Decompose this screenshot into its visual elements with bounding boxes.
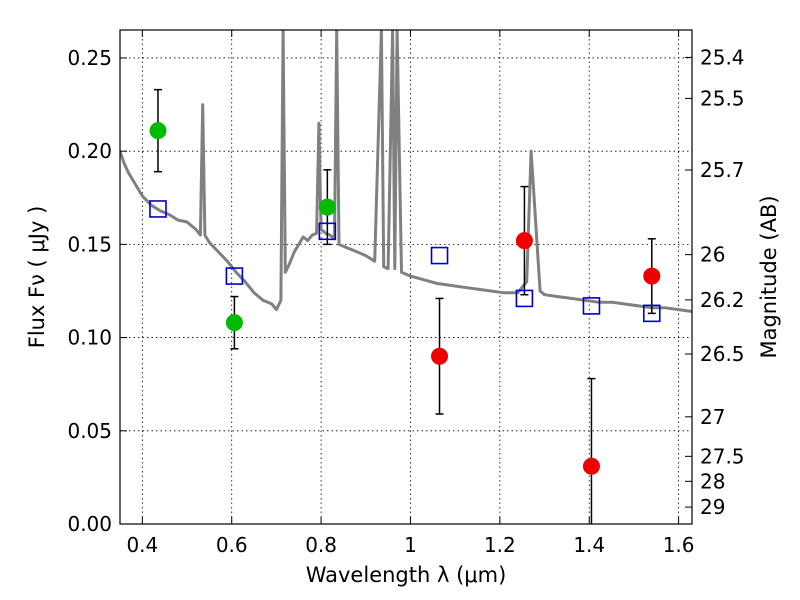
y2-tick-label: 26.5 bbox=[700, 342, 745, 366]
x-tick-label: 1.6 bbox=[663, 533, 695, 557]
model-point bbox=[318, 222, 337, 241]
y2-tick-label: 25.5 bbox=[700, 86, 745, 110]
x-tick-label: 1.2 bbox=[484, 533, 516, 557]
y-tick-label: 0.15 bbox=[67, 232, 112, 256]
y2-tick-label: 27 bbox=[700, 405, 725, 429]
plot-frame bbox=[119, 29, 693, 525]
y2-tick-label: 25.4 bbox=[700, 45, 745, 69]
x-tick-label: 1.4 bbox=[573, 533, 605, 557]
model-point bbox=[430, 246, 449, 265]
y-axis-label: Flux Fν ( μJy ) bbox=[25, 206, 49, 349]
data-point bbox=[318, 198, 336, 216]
y2-tick-label: 28 bbox=[700, 469, 725, 493]
photometry-points bbox=[149, 88, 661, 524]
x-tick-label: 0.4 bbox=[126, 533, 158, 557]
x-tick-label: 0.8 bbox=[305, 533, 337, 557]
plot-background bbox=[120, 30, 692, 524]
y2-tick-label: 29 bbox=[700, 495, 725, 519]
data-point bbox=[643, 267, 661, 285]
data-point bbox=[515, 232, 533, 250]
y2-tick-label: 27.5 bbox=[700, 444, 745, 468]
y-tick-label: 0.00 bbox=[67, 512, 112, 536]
y-tick-label: 0.20 bbox=[67, 139, 112, 163]
x-tick-labels: 0.4 0.6 0.8 1 1.2 1.4 1.6 bbox=[126, 533, 694, 557]
data-point bbox=[582, 457, 600, 475]
axis-ticks bbox=[120, 30, 692, 525]
model-point bbox=[225, 267, 244, 285]
x-tick-label: 1 bbox=[404, 533, 417, 557]
model-point bbox=[149, 200, 167, 218]
model-point bbox=[515, 289, 534, 308]
model-point bbox=[642, 304, 661, 323]
y2-tick-label: 26.2 bbox=[700, 288, 745, 312]
data-point bbox=[149, 122, 167, 140]
y2-tick-label: 26 bbox=[700, 243, 725, 267]
model-point bbox=[582, 297, 601, 315]
data-point bbox=[225, 314, 243, 332]
x-tick-label: 0.6 bbox=[216, 533, 248, 557]
x-axis-label: Wavelength λ (μm) bbox=[306, 563, 507, 587]
y2-axis-label: Magnitude (AB) bbox=[757, 195, 781, 358]
y-tick-labels: 0.00 0.05 0.10 0.15 0.20 0.25 bbox=[67, 46, 112, 536]
y2-tick-label: 25.7 bbox=[700, 158, 745, 182]
y-tick-label: 0.25 bbox=[67, 46, 112, 70]
model-spectrum bbox=[120, 30, 692, 313]
spectrum-line bbox=[120, 30, 692, 313]
y-tick-label: 0.05 bbox=[67, 419, 112, 443]
data-point bbox=[431, 347, 449, 365]
y-tick-label: 0.10 bbox=[67, 326, 112, 350]
